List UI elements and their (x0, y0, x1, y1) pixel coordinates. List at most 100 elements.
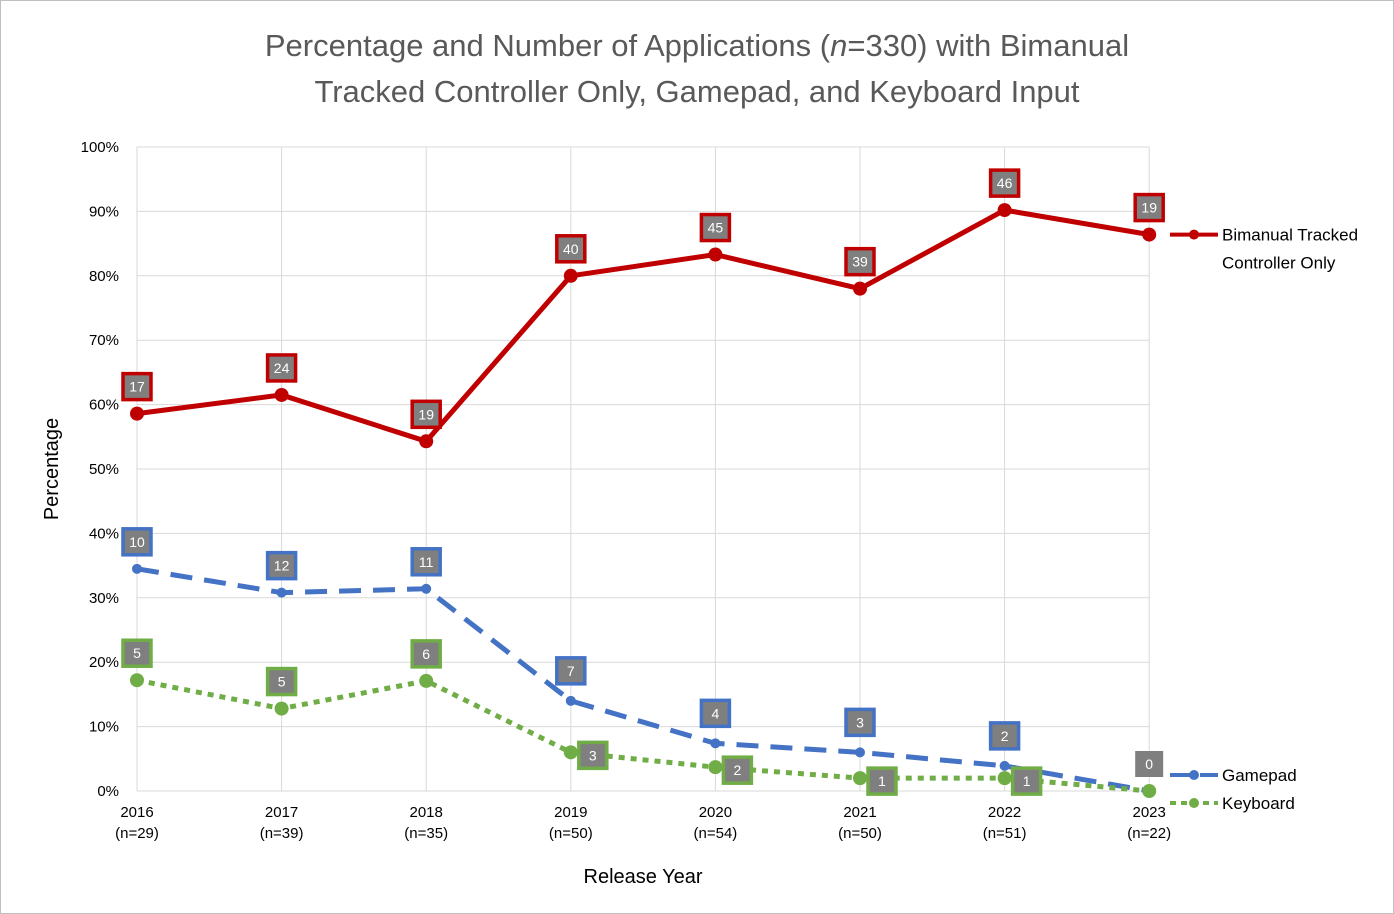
data-label: 39 (852, 254, 868, 270)
data-label: 17 (129, 379, 145, 395)
data-point (130, 673, 144, 688)
x-tick-sublabel: (n=39) (260, 825, 304, 842)
y-tick-label: 0% (97, 783, 119, 800)
y-tick-label: 10% (89, 719, 119, 736)
y-tick-label: 90% (89, 203, 119, 220)
x-axis-label: Release Year (584, 866, 703, 888)
legend-marker (1189, 770, 1199, 780)
data-label-box (1135, 751, 1164, 777)
data-label: 5 (133, 645, 141, 661)
data-point (276, 587, 287, 598)
legend-label: Gamepad (1222, 766, 1297, 785)
data-label: 0 (1145, 756, 1153, 772)
data-point (274, 701, 289, 716)
data-label-box (866, 766, 898, 796)
data-label: 19 (418, 406, 434, 422)
series-line-bimanual-tracked-controller-only (136, 207, 1150, 445)
data-label: 24 (274, 360, 290, 376)
data-label-box (121, 527, 153, 557)
x-tick-label: 2020 (699, 804, 732, 821)
data-point (997, 771, 1012, 786)
data-label: 10 (129, 534, 145, 550)
data-label: 5 (278, 674, 286, 690)
data-label: 3 (589, 747, 597, 763)
data-label-box (121, 638, 153, 668)
data-point (999, 760, 1010, 771)
data-label-box (265, 353, 298, 383)
data-point (708, 247, 723, 262)
data-label-box (265, 666, 298, 697)
data-point (855, 747, 865, 758)
y-tick-label: 80% (89, 268, 119, 285)
data-label-box (699, 212, 732, 243)
y-tick-label: 30% (89, 590, 119, 607)
legend-marker (1189, 798, 1199, 808)
legend-label: Controller Only (1222, 254, 1336, 273)
data-point (1142, 784, 1157, 798)
x-tick-label: 2022 (988, 804, 1021, 821)
data-point (1142, 227, 1157, 242)
data-point (419, 434, 434, 449)
y-tick-label: 50% (89, 461, 119, 478)
data-label: 40 (563, 241, 579, 257)
title-italic: n (830, 28, 848, 63)
data-point (853, 281, 867, 296)
title-part: =330) with Bimanual (847, 28, 1130, 63)
data-label: 1 (1023, 773, 1031, 789)
data-label-box (410, 399, 442, 430)
data-label-box (555, 234, 587, 264)
data-point (997, 203, 1012, 218)
series-line-gamepad (136, 566, 1150, 794)
data-label: 11 (419, 554, 434, 570)
data-label-box (577, 740, 609, 771)
data-label-box (721, 755, 754, 785)
x-tick-sublabel: (n=51) (983, 825, 1027, 842)
data-label: 1 (878, 773, 886, 789)
chart-title-line1: Percentage and Number of Applications (n… (0, 24, 1394, 68)
data-point (853, 771, 867, 786)
data-label-box (121, 371, 153, 402)
data-label-box (988, 721, 1021, 751)
y-axis-label: Percentage (41, 418, 63, 520)
data-point (563, 745, 578, 760)
x-tick-label: 2018 (410, 804, 443, 821)
x-tick-sublabel: (n=50) (549, 825, 593, 842)
data-label-box (988, 168, 1021, 198)
x-tick-sublabel: (n=22) (1127, 825, 1171, 842)
chart-title-line2: Tracked Controller Only, Gamepad, and Ke… (314, 74, 1080, 109)
y-tick-label: 20% (89, 654, 119, 671)
data-point (274, 387, 289, 402)
data-point (565, 695, 576, 706)
x-tick-sublabel: (n=54) (694, 825, 738, 842)
data-point (710, 738, 721, 749)
legend-label: Keyboard (1222, 794, 1295, 813)
data-label-box (410, 639, 442, 669)
data-label-box (844, 246, 876, 277)
data-label-box (1010, 766, 1043, 796)
data-point (419, 673, 434, 688)
x-tick-sublabel: (n=29) (115, 825, 159, 842)
data-label: 7 (567, 663, 575, 679)
data-label-box (699, 698, 732, 729)
data-point (563, 268, 578, 283)
data-label-box (1133, 192, 1165, 223)
x-tick-label: 2017 (265, 804, 298, 821)
data-label: 6 (422, 646, 430, 662)
legend-label: Bimanual Tracked (1222, 226, 1358, 245)
x-tick-label: 2021 (843, 804, 876, 821)
data-label: 45 (708, 220, 724, 236)
data-point (708, 760, 723, 775)
data-label: 46 (997, 175, 1013, 191)
data-point (130, 406, 144, 421)
data-point (132, 563, 142, 574)
data-label: 4 (712, 705, 720, 721)
title-part: Percentage and Number of Applications ( (264, 28, 831, 63)
data-label: 2 (734, 762, 742, 778)
data-label-box (410, 547, 442, 577)
y-tick-label: 70% (89, 332, 119, 349)
x-tick-sublabel: (n=35) (404, 825, 448, 842)
x-tick-label: 2019 (554, 804, 587, 821)
legend-marker (1189, 229, 1199, 240)
y-tick-label: 40% (89, 525, 119, 542)
